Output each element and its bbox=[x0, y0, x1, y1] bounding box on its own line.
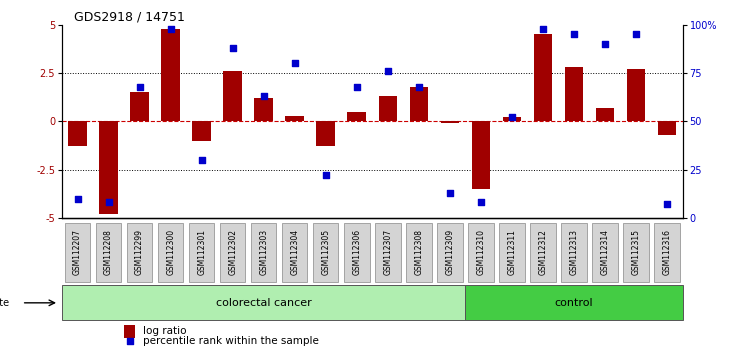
Point bbox=[351, 84, 363, 90]
Point bbox=[124, 338, 136, 343]
Text: GSM112305: GSM112305 bbox=[321, 229, 330, 275]
Text: GSM112302: GSM112302 bbox=[228, 229, 237, 275]
Text: GSM112300: GSM112300 bbox=[166, 229, 175, 275]
FancyBboxPatch shape bbox=[344, 223, 369, 282]
Bar bbox=[658, 121, 677, 135]
FancyBboxPatch shape bbox=[499, 223, 525, 282]
FancyBboxPatch shape bbox=[375, 223, 401, 282]
Point bbox=[630, 32, 642, 37]
Text: GSM112303: GSM112303 bbox=[259, 229, 268, 275]
Bar bbox=[193, 121, 211, 141]
Point bbox=[196, 157, 207, 163]
FancyBboxPatch shape bbox=[468, 223, 493, 282]
Text: GSM112313: GSM112313 bbox=[569, 229, 578, 275]
Bar bbox=[534, 34, 553, 121]
Text: GSM112207: GSM112207 bbox=[73, 229, 82, 275]
Text: GSM112310: GSM112310 bbox=[477, 229, 485, 275]
Bar bbox=[223, 71, 242, 121]
Bar bbox=[410, 87, 428, 121]
FancyBboxPatch shape bbox=[65, 223, 91, 282]
Point bbox=[599, 41, 611, 47]
FancyBboxPatch shape bbox=[96, 223, 121, 282]
FancyBboxPatch shape bbox=[251, 223, 277, 282]
Bar bbox=[99, 121, 118, 214]
Text: GSM112316: GSM112316 bbox=[663, 229, 672, 275]
Bar bbox=[441, 121, 459, 123]
Bar bbox=[62, 285, 466, 320]
Bar bbox=[379, 96, 397, 121]
Text: GSM112299: GSM112299 bbox=[135, 229, 144, 275]
Text: GSM112315: GSM112315 bbox=[631, 229, 640, 275]
Point bbox=[258, 93, 269, 99]
Point bbox=[444, 190, 456, 196]
Point bbox=[506, 115, 518, 120]
Bar bbox=[69, 121, 87, 147]
FancyBboxPatch shape bbox=[530, 223, 556, 282]
Text: percentile rank within the sample: percentile rank within the sample bbox=[143, 336, 318, 346]
Text: colorectal cancer: colorectal cancer bbox=[216, 298, 312, 308]
Bar bbox=[161, 29, 180, 121]
Point bbox=[165, 26, 177, 32]
Bar bbox=[317, 121, 335, 147]
Point bbox=[661, 201, 673, 207]
Bar bbox=[124, 325, 135, 338]
Bar bbox=[255, 98, 273, 121]
Bar bbox=[131, 92, 149, 121]
FancyBboxPatch shape bbox=[189, 223, 215, 282]
Point bbox=[320, 172, 331, 178]
Bar bbox=[285, 115, 304, 121]
Text: GSM112309: GSM112309 bbox=[445, 229, 454, 275]
Bar bbox=[503, 118, 521, 121]
FancyBboxPatch shape bbox=[313, 223, 339, 282]
FancyBboxPatch shape bbox=[437, 223, 463, 282]
FancyBboxPatch shape bbox=[654, 223, 680, 282]
Text: control: control bbox=[555, 298, 593, 308]
Text: log ratio: log ratio bbox=[143, 326, 186, 336]
Text: GDS2918 / 14751: GDS2918 / 14751 bbox=[74, 11, 185, 24]
Point bbox=[103, 200, 115, 205]
Text: GSM112304: GSM112304 bbox=[291, 229, 299, 275]
Point bbox=[382, 68, 393, 74]
Bar bbox=[596, 108, 615, 121]
FancyBboxPatch shape bbox=[592, 223, 618, 282]
FancyBboxPatch shape bbox=[282, 223, 307, 282]
Text: GSM112314: GSM112314 bbox=[601, 229, 610, 275]
Point bbox=[475, 200, 487, 205]
Bar bbox=[472, 121, 491, 189]
Point bbox=[134, 84, 145, 90]
Point bbox=[289, 61, 301, 66]
Point bbox=[413, 84, 425, 90]
Point bbox=[72, 196, 83, 201]
Text: GSM112208: GSM112208 bbox=[104, 229, 113, 275]
Point bbox=[568, 32, 580, 37]
Text: disease state: disease state bbox=[0, 298, 9, 308]
FancyBboxPatch shape bbox=[406, 223, 431, 282]
Bar bbox=[466, 285, 683, 320]
Bar bbox=[347, 112, 366, 121]
FancyBboxPatch shape bbox=[127, 223, 153, 282]
Text: GSM112301: GSM112301 bbox=[197, 229, 206, 275]
FancyBboxPatch shape bbox=[158, 223, 183, 282]
Text: GSM112307: GSM112307 bbox=[383, 229, 392, 275]
FancyBboxPatch shape bbox=[561, 223, 587, 282]
Text: GSM112306: GSM112306 bbox=[353, 229, 361, 275]
Bar bbox=[565, 67, 583, 121]
FancyBboxPatch shape bbox=[623, 223, 649, 282]
Text: GSM112312: GSM112312 bbox=[539, 229, 548, 275]
Bar bbox=[626, 69, 645, 121]
FancyBboxPatch shape bbox=[220, 223, 245, 282]
Text: GSM112308: GSM112308 bbox=[415, 229, 423, 275]
Text: GSM112311: GSM112311 bbox=[507, 229, 516, 275]
Point bbox=[227, 45, 239, 51]
Point bbox=[537, 26, 549, 32]
